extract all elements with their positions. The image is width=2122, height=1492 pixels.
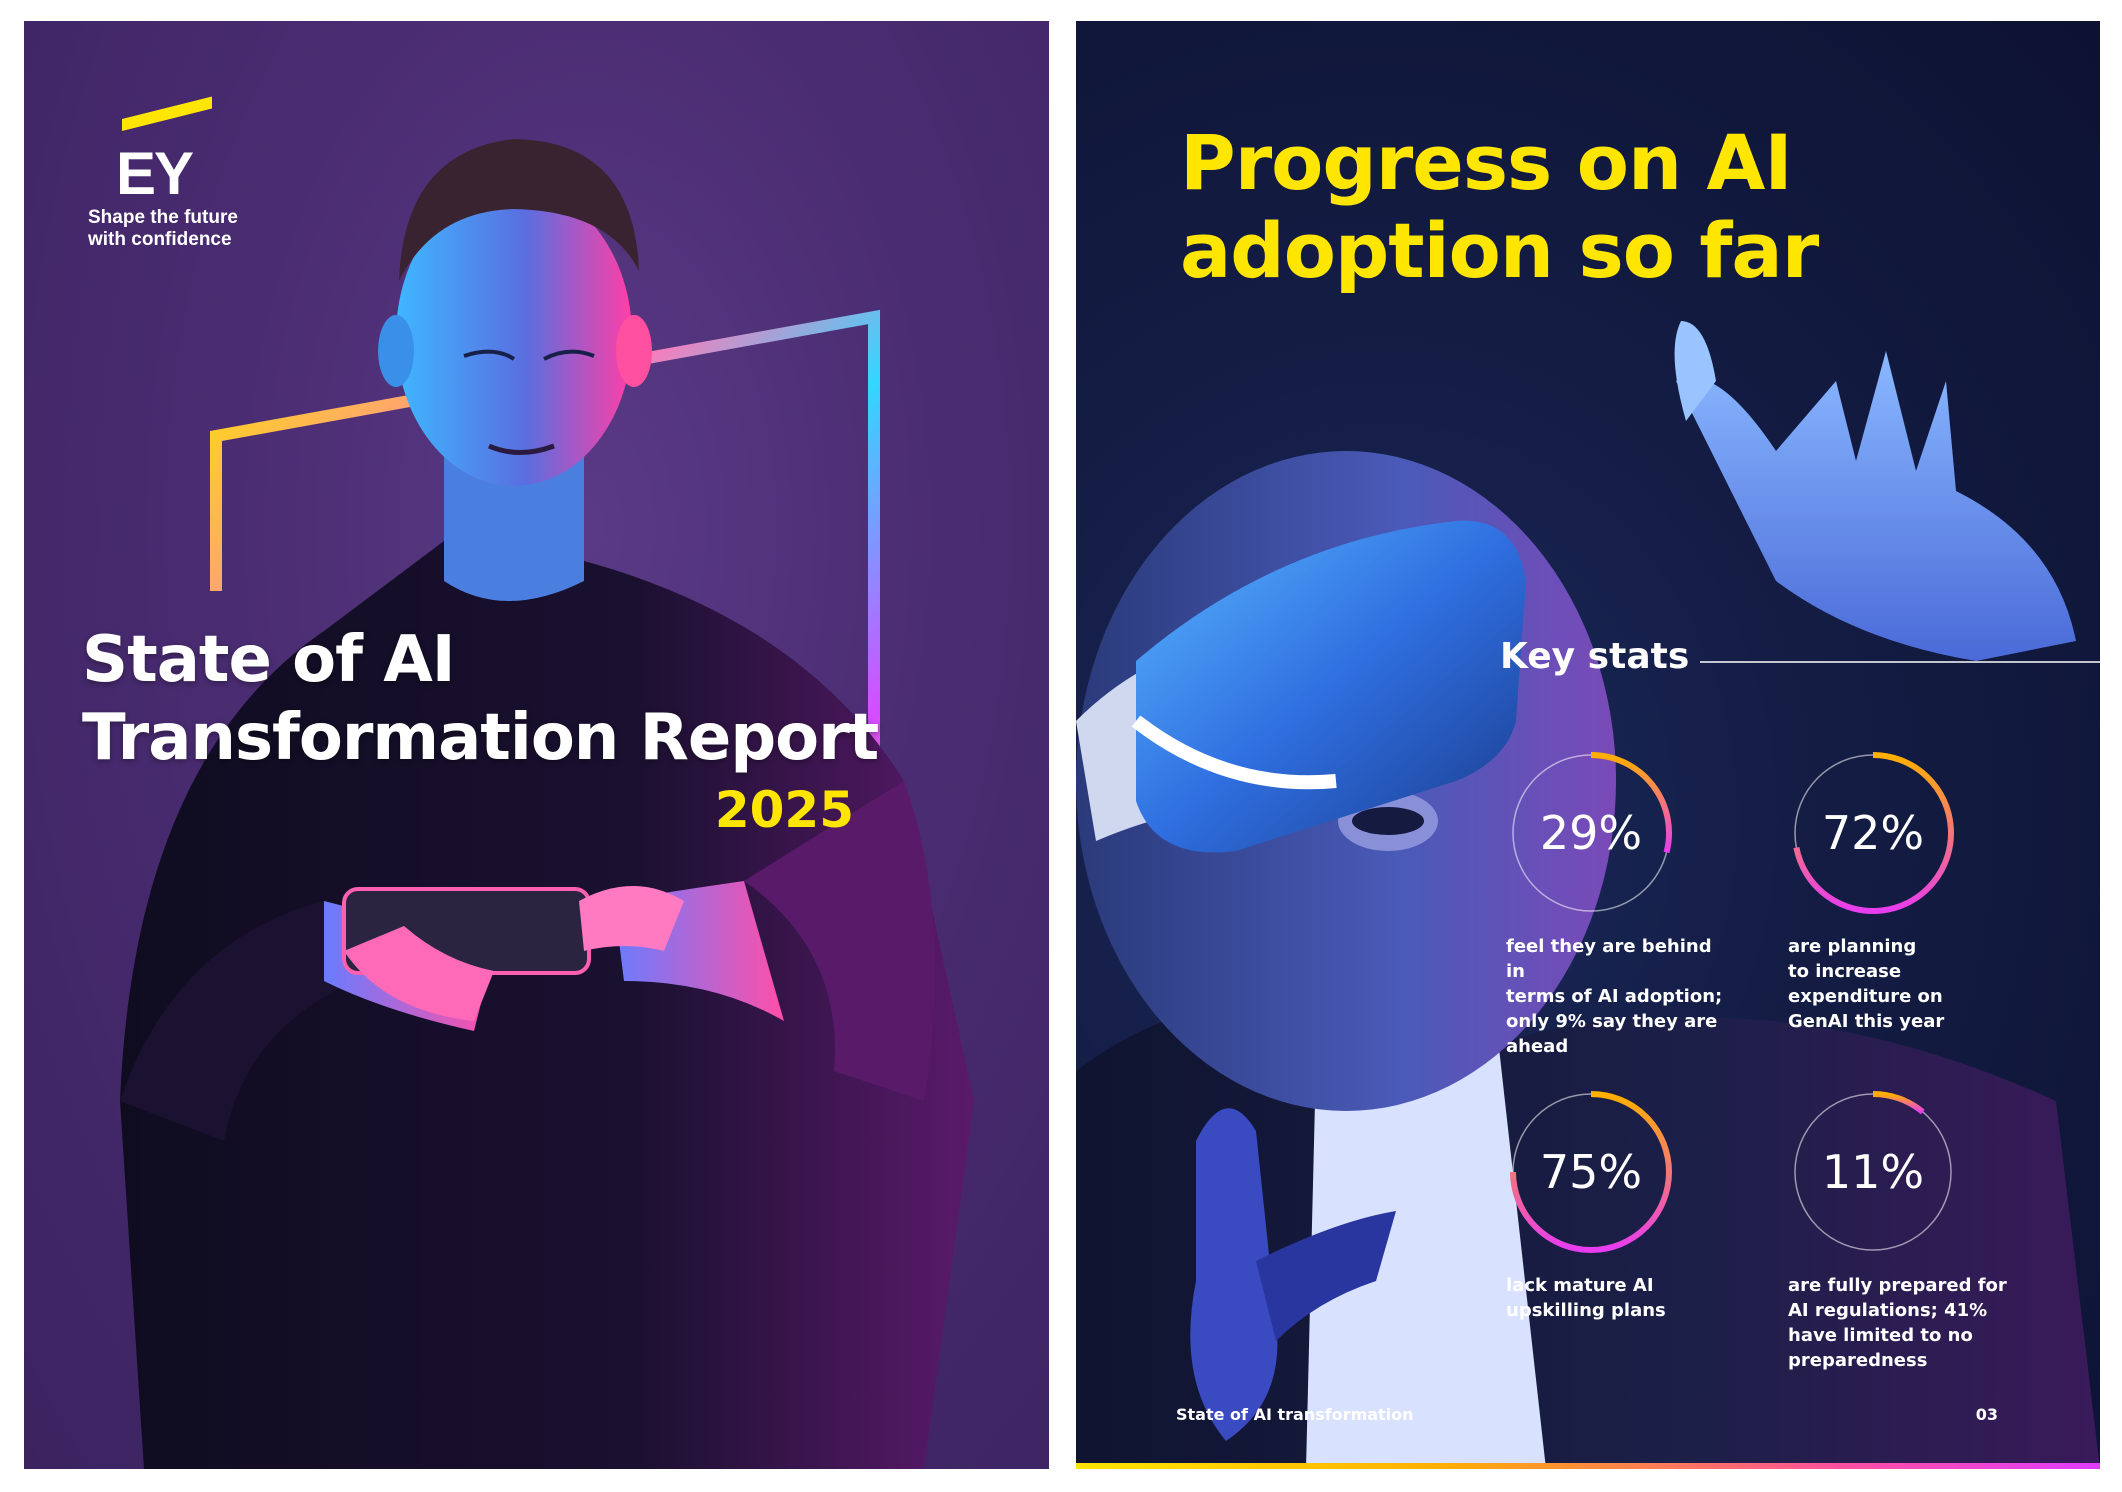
cover-title-line-2: Transformation Report — [82, 701, 879, 775]
stat-description-line: are planning — [1788, 936, 1917, 957]
stat-ring-progress — [1793, 752, 1954, 914]
stat-ring-progress — [1510, 1091, 1672, 1253]
footer-report-name: State of AI transformation — [1176, 1405, 1414, 1424]
stat-description-line: lack mature AI — [1506, 1275, 1654, 1296]
key-stats-heading: Key stats — [1500, 636, 1690, 677]
page-title-line-1: Progress on AI — [1180, 118, 1793, 207]
head — [396, 186, 632, 486]
stat-ring — [1510, 1091, 1672, 1253]
stat-description-line: feel they are behind in — [1506, 936, 1712, 982]
cover-photo — [120, 139, 974, 1469]
page-title-line-2: adoption so far — [1180, 206, 1819, 295]
stat-description-line: GenAI this year — [1788, 1011, 1945, 1032]
ey-logo: EY — [116, 140, 194, 207]
stat-value: 11% — [1821, 1145, 1925, 1199]
cover-page: EY Shape the future with confidence Stat… — [24, 21, 1049, 1469]
tagline-line-2: with confidence — [88, 229, 232, 250]
vr-photo — [1076, 321, 2100, 1469]
key-stats-page: Progress on AI adoption so far Key stats… — [1076, 21, 2100, 1469]
stat-description-line: to increase — [1788, 961, 1902, 982]
page-number: 03 — [1975, 1405, 1998, 1424]
stat-description-line: terms of AI adoption; — [1506, 986, 1723, 1007]
stat-description-line: expenditure on — [1788, 986, 1943, 1007]
stat-ring-progress — [1872, 1091, 1925, 1115]
stat-description: are fully prepared for AI regulations; 4… — [1788, 1273, 2018, 1373]
stat-value: 75% — [1539, 1145, 1643, 1199]
stat-description: lack mature AI upskilling plans — [1506, 1273, 1736, 1323]
lower-hand — [1190, 1108, 1278, 1441]
cover-title-line-1: State of AI — [82, 623, 456, 697]
stat-ring — [1793, 752, 1954, 914]
stat-ring — [1794, 1091, 1952, 1251]
stat-description-line: AI regulations; 41% — [1788, 1300, 1988, 1321]
page-title: Progress on AI adoption so far — [1180, 119, 1900, 295]
stat-description-line: ahead — [1506, 1036, 1569, 1057]
stat-description-line: have limited to no — [1788, 1325, 1973, 1346]
stat-value: 72% — [1821, 806, 1925, 860]
stat-description-line: preparedness — [1788, 1350, 1928, 1371]
stat-description: are planning to increase expenditure on … — [1788, 934, 2018, 1034]
stat-description: feel they are behind in terms of AI adop… — [1506, 934, 1736, 1059]
stat-description-line: only 9% say they are — [1506, 1011, 1718, 1032]
brand-tagline: Shape the future with confidence — [88, 207, 308, 251]
bottom-gradient-bar — [1076, 1463, 2100, 1469]
stat-value: 29% — [1539, 806, 1643, 860]
stat-description-line: are fully prepared for — [1788, 1275, 2007, 1296]
raised-hand — [1676, 351, 2076, 661]
cover-year: 2025 — [714, 781, 854, 839]
key-stats-divider — [1700, 661, 2100, 663]
stat-description-line: upskilling plans — [1506, 1300, 1666, 1321]
stat-ring — [1512, 752, 1672, 912]
stat-ring-progress — [1590, 752, 1672, 854]
shirt — [120, 541, 974, 1469]
tagline-line-1: Shape the future — [88, 207, 238, 228]
cover-title: State of AI Transformation Report — [82, 621, 982, 777]
